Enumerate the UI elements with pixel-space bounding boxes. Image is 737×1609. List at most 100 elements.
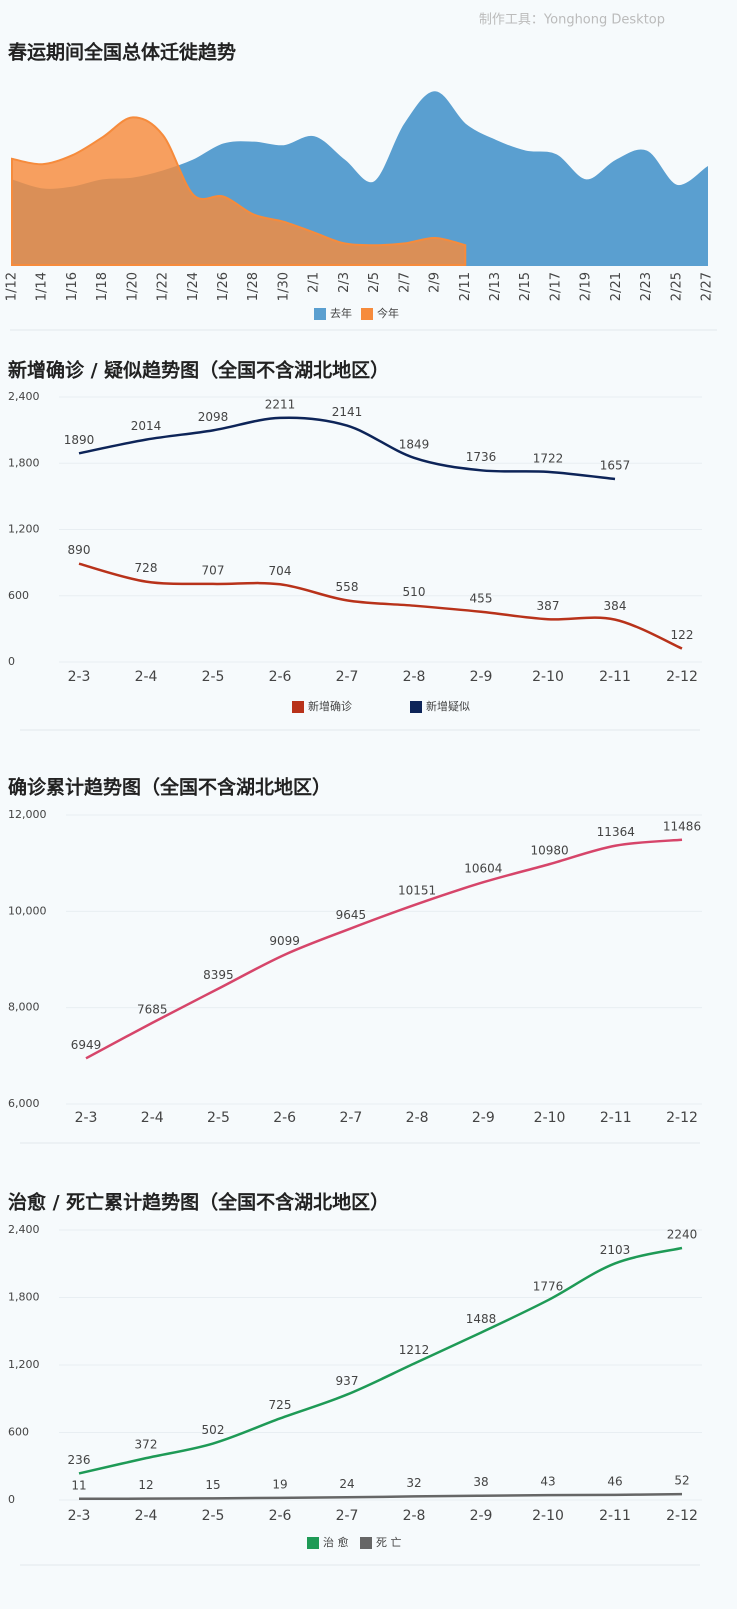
- x-tick-label: 2-7: [336, 1508, 359, 1524]
- y-tick-label: 0: [8, 655, 15, 668]
- data-label: 2211: [265, 397, 296, 411]
- line: [85, 838, 683, 1060]
- y-tick-label: 1,200: [8, 1358, 40, 1371]
- data-label: 7685: [137, 1002, 168, 1016]
- x-tick-label: 2-7: [336, 669, 359, 685]
- data-label: 2141: [332, 405, 363, 419]
- y-tick-label: 2,400: [8, 390, 40, 403]
- data-label: 12: [138, 1478, 153, 1492]
- line: [78, 562, 683, 650]
- x-tick-label: 2-10: [532, 1508, 564, 1524]
- y-tick-label: 8,000: [8, 1001, 40, 1014]
- x-tick-label: 2-10: [532, 669, 564, 685]
- x-tick-label: 2-3: [68, 669, 91, 685]
- data-label: 558: [336, 580, 359, 594]
- data-label: 1776: [533, 1280, 564, 1294]
- data-label: 10151: [398, 884, 436, 898]
- data-label: 1212: [399, 1343, 430, 1357]
- y-tick-label: 1,800: [8, 1291, 40, 1304]
- x-tick-label: 1/26: [216, 272, 231, 301]
- x-tick-label: 2-8: [403, 669, 426, 685]
- y-tick-label: 600: [8, 1426, 29, 1439]
- y-tick-label: 600: [8, 589, 29, 602]
- x-tick-label: 2-9: [472, 1110, 495, 1126]
- x-tick-label: 2/23: [639, 272, 654, 301]
- data-label: 6949: [71, 1038, 102, 1052]
- y-tick-label: 2,400: [8, 1223, 40, 1236]
- data-label: 455: [470, 591, 493, 605]
- x-tick-label: 1/22: [156, 272, 171, 301]
- x-tick-label: 1/18: [95, 272, 110, 301]
- watermark: 制作工具：Yonghong Desktop: [479, 13, 665, 28]
- data-label: 384: [604, 599, 627, 613]
- line: [78, 416, 616, 481]
- x-tick-label: 2/5: [367, 272, 382, 293]
- x-tick-label: 1/20: [125, 272, 140, 301]
- x-tick-label: 2-8: [403, 1508, 426, 1524]
- x-tick-label: 1/30: [276, 272, 291, 301]
- y-tick-label: 10,000: [8, 904, 47, 917]
- x-tick-label: 2-11: [599, 669, 631, 685]
- y-tick-label: 0: [8, 1493, 15, 1506]
- x-tick-label: 2/9: [428, 272, 443, 293]
- y-tick-label: 6,000: [8, 1097, 40, 1110]
- data-label: 1657: [600, 459, 631, 473]
- x-tick-label: 2-11: [600, 1110, 632, 1126]
- x-tick-label: 2-5: [207, 1110, 230, 1126]
- data-label: 236: [68, 1453, 91, 1467]
- data-label: 52: [674, 1474, 689, 1488]
- x-tick-label: 1/16: [65, 272, 80, 301]
- data-label: 43: [540, 1475, 555, 1489]
- data-label: 707: [202, 563, 225, 577]
- x-tick-label: 2/15: [518, 272, 533, 301]
- legend-swatch: [292, 701, 304, 713]
- data-label: 725: [269, 1398, 292, 1412]
- data-label: 19: [272, 1477, 287, 1491]
- x-tick-label: 2-6: [269, 1508, 292, 1524]
- x-tick-label: 2-6: [269, 669, 292, 685]
- area: [11, 116, 467, 266]
- data-label: 1488: [466, 1312, 497, 1326]
- x-tick-label: 2/13: [488, 272, 503, 301]
- data-label: 11: [71, 1478, 86, 1492]
- data-label: 890: [68, 543, 91, 557]
- x-tick-label: 2-12: [666, 1508, 698, 1524]
- x-tick-label: 2-3: [75, 1110, 98, 1126]
- legend-swatch: [360, 1537, 372, 1549]
- chart-title: 春运期间全国总体迁徙趋势: [8, 41, 236, 64]
- legend-swatch: [361, 308, 373, 320]
- data-label: 46: [607, 1474, 622, 1488]
- x-tick-label: 2-10: [534, 1110, 566, 1126]
- data-label: 32: [406, 1476, 421, 1490]
- legend-label: 今年: [377, 306, 399, 320]
- x-tick-label: 1/12: [5, 272, 20, 301]
- x-tick-label: 2-4: [135, 1508, 158, 1524]
- data-label: 2014: [131, 419, 162, 433]
- data-label: 2098: [198, 410, 229, 424]
- data-label: 704: [269, 564, 292, 578]
- x-tick-label: 2-9: [470, 669, 493, 685]
- x-tick-label: 2-11: [599, 1508, 631, 1524]
- x-tick-label: 2/19: [579, 272, 594, 301]
- data-label: 11364: [597, 825, 635, 839]
- x-tick-label: 2/1: [307, 272, 322, 293]
- data-label: 9099: [269, 934, 300, 948]
- chart-title: 治愈 / 死亡累计趋势图（全国不含湖北地区）: [8, 1191, 389, 1214]
- line: [78, 1246, 683, 1475]
- legend-label: 新增疑似: [426, 699, 470, 713]
- y-tick-label: 1,800: [8, 456, 40, 469]
- legend-swatch: [314, 308, 326, 320]
- x-tick-label: 2-7: [339, 1110, 362, 1126]
- x-tick-label: 2-3: [68, 1508, 91, 1524]
- legend-label: 死 亡: [376, 1535, 402, 1549]
- data-label: 2103: [600, 1243, 631, 1257]
- legend-label: 新增确诊: [308, 699, 352, 713]
- x-tick-label: 2/11: [458, 272, 473, 301]
- x-tick-label: 2-5: [202, 669, 225, 685]
- data-label: 11486: [663, 819, 701, 833]
- x-tick-label: 2/21: [609, 272, 624, 301]
- x-tick-label: 2/17: [548, 272, 563, 301]
- data-label: 10604: [464, 862, 502, 876]
- x-tick-label: 1/24: [186, 272, 201, 301]
